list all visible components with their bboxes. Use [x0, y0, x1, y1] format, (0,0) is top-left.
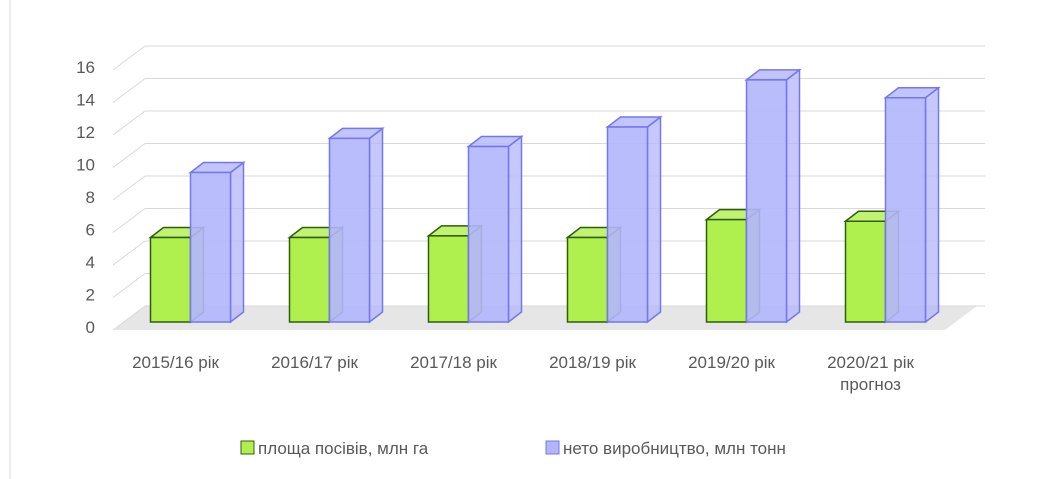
legend-swatch [240, 440, 255, 455]
bar [844, 220, 887, 323]
x-tick-label: 2016/17 рік [271, 353, 358, 372]
legend-label: нето виробництво, млн тонн [563, 439, 786, 458]
x-tick-label: 2018/19 рік [549, 353, 636, 372]
grid-line-side [112, 110, 146, 136]
x-tick-label: 2017/18 рік [410, 353, 497, 372]
bar-side [785, 68, 801, 324]
y-tick-label: 0 [86, 318, 95, 337]
y-tick-label: 6 [86, 221, 95, 240]
bar [149, 236, 192, 323]
bar-side [924, 86, 940, 324]
grid-line-side [112, 143, 146, 168]
bar [427, 235, 470, 323]
bar [606, 126, 649, 323]
bar-side [646, 115, 662, 324]
bar [745, 79, 788, 323]
y-tick-label: 12 [76, 123, 95, 142]
y-tick-label: 14 [76, 91, 95, 110]
y-tick-label: 2 [86, 286, 95, 305]
y-tick-label: 8 [86, 188, 95, 207]
bar [566, 236, 609, 323]
y-tick-label: 10 [76, 156, 95, 175]
bar [288, 236, 331, 323]
grid-line-side [112, 175, 146, 201]
x-tick-label: 2019/20 рік [688, 353, 775, 372]
bar [884, 97, 927, 323]
bar [467, 145, 510, 323]
grid-line-side [112, 78, 146, 103]
x-tick-label: 2015/16 рік [132, 353, 219, 372]
legend-label: площа посівів, млн га [258, 439, 429, 458]
y-tick-label: 4 [86, 253, 95, 272]
bar-side [368, 126, 384, 324]
bar-side [507, 134, 523, 324]
grid-line-side [112, 208, 146, 233]
bar [328, 137, 371, 323]
bar-side [229, 160, 245, 324]
bar [705, 218, 748, 323]
grid-line-side [112, 305, 146, 331]
bar [189, 171, 232, 323]
y-tick-label: 16 [76, 58, 95, 77]
x-tick-label: 2020/21 рік прогноз [827, 353, 914, 394]
grid-line-side [112, 240, 146, 266]
legend-swatch [545, 440, 560, 455]
grid-line-side [112, 45, 146, 71]
grid-line-side [112, 273, 146, 298]
